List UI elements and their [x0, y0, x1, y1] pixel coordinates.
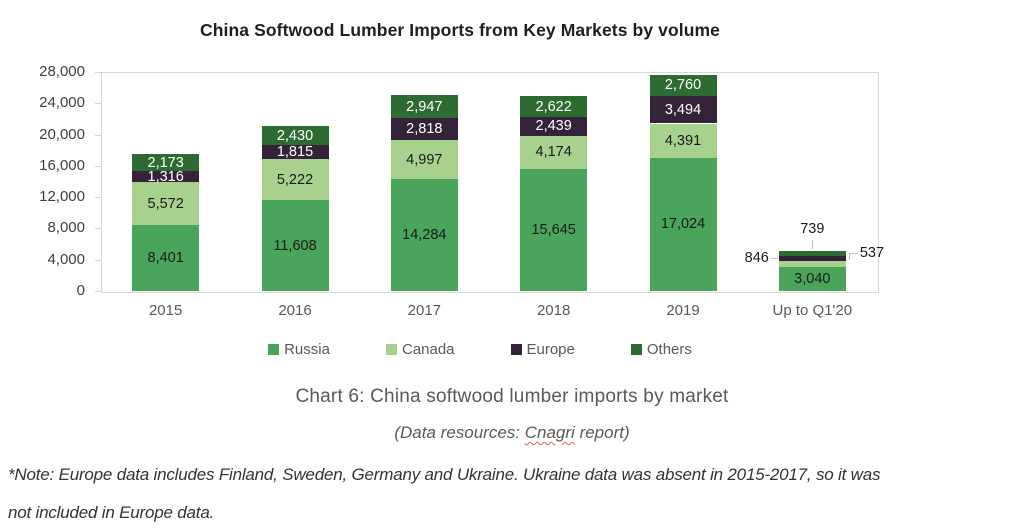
- legend-swatch-icon: [385, 344, 397, 355]
- y-tick-mark: [95, 103, 101, 105]
- bar-segment-canada: [778, 260, 846, 268]
- legend-label: Russia: [284, 341, 330, 358]
- callout-label-canada: 846: [744, 249, 769, 266]
- bar-segment-europe: [649, 96, 717, 124]
- legend-label: Others: [646, 341, 692, 358]
- bar-value-label: 2,439: [535, 118, 572, 135]
- callout-label-europe: 537: [859, 244, 885, 261]
- bar-value-label: 14,284: [402, 227, 447, 244]
- legend-item-others: Others: [630, 341, 692, 358]
- note-line: *Note: Europe data includes Finland, Swe…: [8, 465, 881, 484]
- y-tick-mark: [95, 291, 101, 292]
- y-tick-label: 28,000: [39, 63, 85, 80]
- bar-value-label: 1,815: [276, 144, 314, 161]
- bar-value-label: 5,572: [147, 195, 184, 212]
- bar-value-label: 2,947: [406, 98, 443, 115]
- legend-swatch-icon: [510, 344, 522, 355]
- callout-label-others: 739: [800, 220, 825, 237]
- bar-value-label: 1,316: [147, 168, 184, 185]
- bar-value-label: 4,391: [664, 132, 702, 149]
- legend: Russia Canada Europe Others: [0, 341, 960, 358]
- legend-item-russia: Russia: [268, 341, 330, 358]
- bar-segment-others: [261, 126, 329, 146]
- y-tick-mark: [95, 134, 101, 136]
- legend-swatch-icon: [268, 344, 280, 355]
- bar-value-label: 2,173: [147, 154, 184, 171]
- x-category-label: 2016: [278, 302, 312, 319]
- x-category-label: Up to Q1'20: [772, 302, 853, 319]
- bar-value-label: 4,997: [406, 151, 443, 168]
- y-tick-mark: [95, 228, 101, 230]
- data-source-word-misspelled: Cnagri: [524, 423, 575, 442]
- bar-segment-others: [649, 74, 717, 97]
- bar-segment-europe: [132, 171, 200, 182]
- bar-segment-russia: [261, 200, 329, 291]
- bar-segment-canada: [261, 159, 329, 201]
- legend-label: Canada: [401, 341, 455, 358]
- chart-caption: Chart 6: China softwood lumber imports b…: [295, 386, 729, 407]
- note-text: *Note: Europe data includes Finland, Swe…: [8, 456, 1018, 532]
- y-tick-label: 4,000: [47, 250, 85, 268]
- bar-value-label: 8,401: [147, 250, 184, 267]
- bar-segment-russia: [520, 168, 588, 291]
- bar-value-label: 2,430: [276, 127, 314, 144]
- bar-segment-russia: [778, 267, 846, 291]
- bar-segment-europe: [390, 118, 458, 141]
- bar-segment-europe: [778, 256, 846, 261]
- bar-value-label: 17,024: [660, 216, 706, 233]
- y-tick-mark: [95, 165, 101, 167]
- data-source-line: (Data resources: Cnagri report): [0, 423, 1024, 443]
- bar-value-label: 15,645: [531, 221, 576, 238]
- y-tick-mark: [95, 197, 101, 199]
- leader-line: [770, 257, 778, 259]
- bar-segment-others: [778, 250, 846, 257]
- data-source-suffix: report): [574, 423, 630, 442]
- x-category-label: 2018: [536, 302, 571, 319]
- bar-value-label: 5,222: [276, 171, 314, 188]
- y-tick-mark: [95, 259, 101, 261]
- plot-area: [101, 72, 879, 293]
- x-category-label: 2015: [148, 302, 183, 319]
- y-tick-label: 0: [76, 282, 85, 299]
- bar-segment-others: [390, 95, 458, 119]
- y-tick-label: 16,000: [39, 156, 85, 174]
- bar-segment-russia: [132, 225, 200, 291]
- bar-value-label: 11,608: [273, 237, 317, 254]
- bar-value-label: 2,622: [535, 98, 572, 115]
- legend-item-europe: Europe: [510, 341, 575, 358]
- bar-value-label: 2,818: [406, 121, 443, 138]
- chart-title: China Softwood Lumber Imports from Key M…: [200, 20, 720, 40]
- legend-label: Europe: [526, 341, 575, 358]
- leader-line: [812, 239, 814, 249]
- y-tick-label: 20,000: [39, 125, 85, 143]
- y-tick-label: 24,000: [39, 94, 85, 112]
- x-category-label: 2017: [407, 302, 442, 319]
- bar-segment-russia: [390, 179, 458, 291]
- bar-segment-canada: [132, 181, 200, 226]
- leader-line: [848, 252, 858, 260]
- bar-segment-canada: [649, 123, 717, 158]
- bar-segment-russia: [649, 157, 717, 291]
- bar-value-label: 3,494: [664, 101, 702, 118]
- x-category-label: 2019: [666, 302, 700, 319]
- bar-segment-europe: [520, 116, 588, 136]
- legend-item-canada: Canada: [385, 341, 455, 358]
- bar-segment-others: [520, 96, 588, 117]
- data-source-prefix: (Data resources:: [394, 423, 525, 442]
- bar-value-label: 2,760: [664, 77, 702, 94]
- y-tick-label: 8,000: [47, 219, 85, 237]
- legend-swatch-icon: [630, 344, 642, 355]
- bar-segment-canada: [520, 135, 588, 169]
- bar-value-label: 3,040: [794, 271, 831, 288]
- y-tick-label: 12,000: [39, 188, 85, 206]
- note-line: not included in Europe data.: [8, 503, 215, 522]
- y-tick-mark: [95, 72, 101, 73]
- bar-segment-canada: [390, 140, 458, 180]
- bar-segment-others: [132, 154, 200, 172]
- bar-segment-europe: [261, 145, 329, 160]
- bar-value-label: 4,174: [535, 144, 572, 161]
